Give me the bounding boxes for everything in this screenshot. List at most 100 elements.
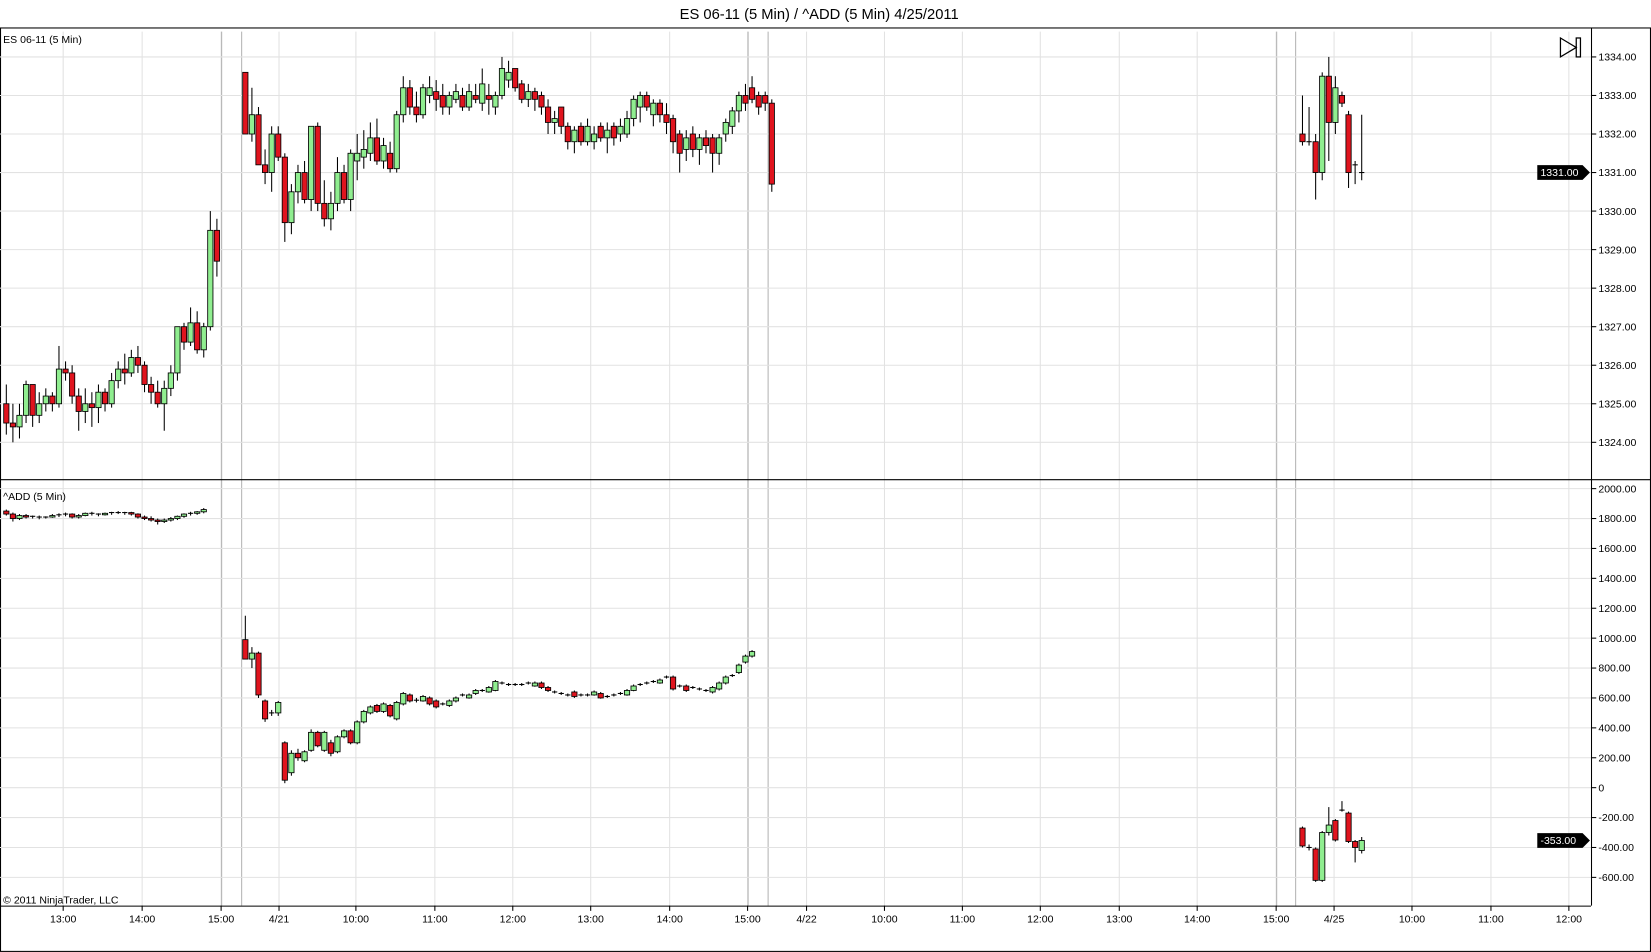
price-pane-label: ES 06-11 (5 Min) bbox=[3, 34, 82, 46]
time-tick-label: 10:00 bbox=[1399, 913, 1425, 925]
candle bbox=[663, 103, 670, 135]
candle-body bbox=[380, 145, 387, 162]
candle bbox=[294, 164, 302, 204]
candle-body bbox=[275, 133, 282, 158]
candle-body bbox=[308, 125, 315, 200]
candle-body bbox=[755, 95, 762, 108]
candle bbox=[611, 693, 617, 697]
candle-body bbox=[656, 102, 663, 116]
candle-body bbox=[213, 229, 220, 262]
candle bbox=[281, 153, 288, 242]
candle bbox=[248, 647, 255, 669]
chart-frame bbox=[0, 27, 1651, 952]
candle-body bbox=[387, 152, 394, 170]
candle bbox=[154, 518, 161, 525]
candle bbox=[367, 705, 374, 715]
candle-body bbox=[538, 95, 545, 108]
price-tick-label: 0 bbox=[1598, 782, 1604, 794]
candle-body bbox=[334, 736, 341, 753]
candle bbox=[505, 60, 512, 88]
candle-body bbox=[419, 87, 427, 116]
time-tick-label: 11:00 bbox=[950, 913, 976, 925]
candle-body bbox=[492, 95, 499, 108]
candle-body bbox=[174, 515, 181, 519]
price-tick-label: 1332.00 bbox=[1598, 129, 1636, 141]
time-tick-label: 13:00 bbox=[50, 913, 76, 925]
candle bbox=[194, 311, 201, 354]
candle bbox=[749, 76, 756, 104]
candle-body bbox=[95, 391, 102, 409]
candle bbox=[340, 164, 348, 204]
time-axis[interactable]: 13:00 14:00 15:00 4/21 10:00 11:00 12:00 13:00 1… bbox=[50, 905, 1582, 926]
candle bbox=[167, 517, 174, 522]
candle bbox=[95, 384, 102, 424]
candle-body bbox=[762, 95, 769, 104]
candle bbox=[1306, 107, 1312, 146]
candle bbox=[591, 690, 598, 696]
candle-body bbox=[327, 202, 334, 220]
candle bbox=[301, 750, 308, 763]
candle-body bbox=[637, 95, 644, 108]
candle bbox=[426, 76, 433, 104]
candle bbox=[1306, 844, 1312, 851]
grid bbox=[0, 31, 1591, 906]
price-tick-label: 1400.00 bbox=[1598, 573, 1636, 585]
candle bbox=[42, 388, 49, 412]
candle-body bbox=[426, 87, 433, 96]
candle-body bbox=[301, 751, 308, 762]
candle-body bbox=[498, 68, 506, 96]
candle-body bbox=[55, 368, 63, 405]
candle bbox=[742, 83, 749, 111]
candle-body bbox=[288, 752, 295, 774]
candle bbox=[472, 83, 479, 104]
candle bbox=[630, 684, 637, 692]
candle bbox=[134, 513, 141, 519]
skip-to-end-icon[interactable] bbox=[1559, 36, 1582, 59]
price-tick-label: -600.00 bbox=[1598, 872, 1634, 884]
candle-body bbox=[1345, 812, 1352, 842]
price-tick-label: 800.00 bbox=[1598, 663, 1630, 675]
candle-body bbox=[452, 697, 459, 702]
candle bbox=[16, 514, 23, 521]
candle-body bbox=[433, 91, 440, 100]
candle-body bbox=[121, 368, 128, 374]
candle-body bbox=[180, 326, 188, 343]
last-value-label: 1331.00 bbox=[1540, 167, 1578, 179]
candle bbox=[387, 703, 394, 718]
candle bbox=[440, 702, 446, 706]
candle-body bbox=[360, 710, 367, 723]
candle bbox=[650, 99, 657, 127]
candle-body bbox=[167, 518, 174, 521]
candle-body bbox=[538, 682, 545, 688]
candle bbox=[242, 71, 249, 135]
candle bbox=[656, 99, 663, 123]
candle bbox=[670, 114, 677, 154]
candle bbox=[180, 322, 188, 350]
candle-body bbox=[577, 125, 585, 143]
candle bbox=[321, 180, 328, 227]
candle bbox=[558, 106, 565, 135]
candle-body bbox=[148, 384, 155, 393]
candle bbox=[466, 693, 473, 699]
candle-body bbox=[400, 87, 407, 116]
candle bbox=[347, 149, 354, 212]
candle-body bbox=[360, 149, 367, 158]
candle bbox=[9, 403, 16, 443]
time-tick-label: 14:00 bbox=[129, 913, 155, 925]
candle-body bbox=[134, 513, 141, 518]
candle-body bbox=[1338, 95, 1346, 104]
candle bbox=[459, 693, 466, 697]
candle-body bbox=[75, 395, 82, 412]
candle-body bbox=[452, 91, 459, 100]
candle bbox=[122, 511, 128, 515]
price-tick-label: 1200.00 bbox=[1598, 603, 1636, 615]
chart-title: ES 06-11 (5 Min) / ^ADD (5 Min) 4/25/201… bbox=[680, 7, 959, 23]
candle-body bbox=[571, 691, 578, 697]
candle-body bbox=[101, 512, 109, 516]
candle bbox=[108, 372, 115, 408]
candle bbox=[722, 118, 729, 142]
candle-body bbox=[584, 125, 591, 143]
candle-body bbox=[88, 403, 95, 409]
candle bbox=[446, 91, 453, 115]
